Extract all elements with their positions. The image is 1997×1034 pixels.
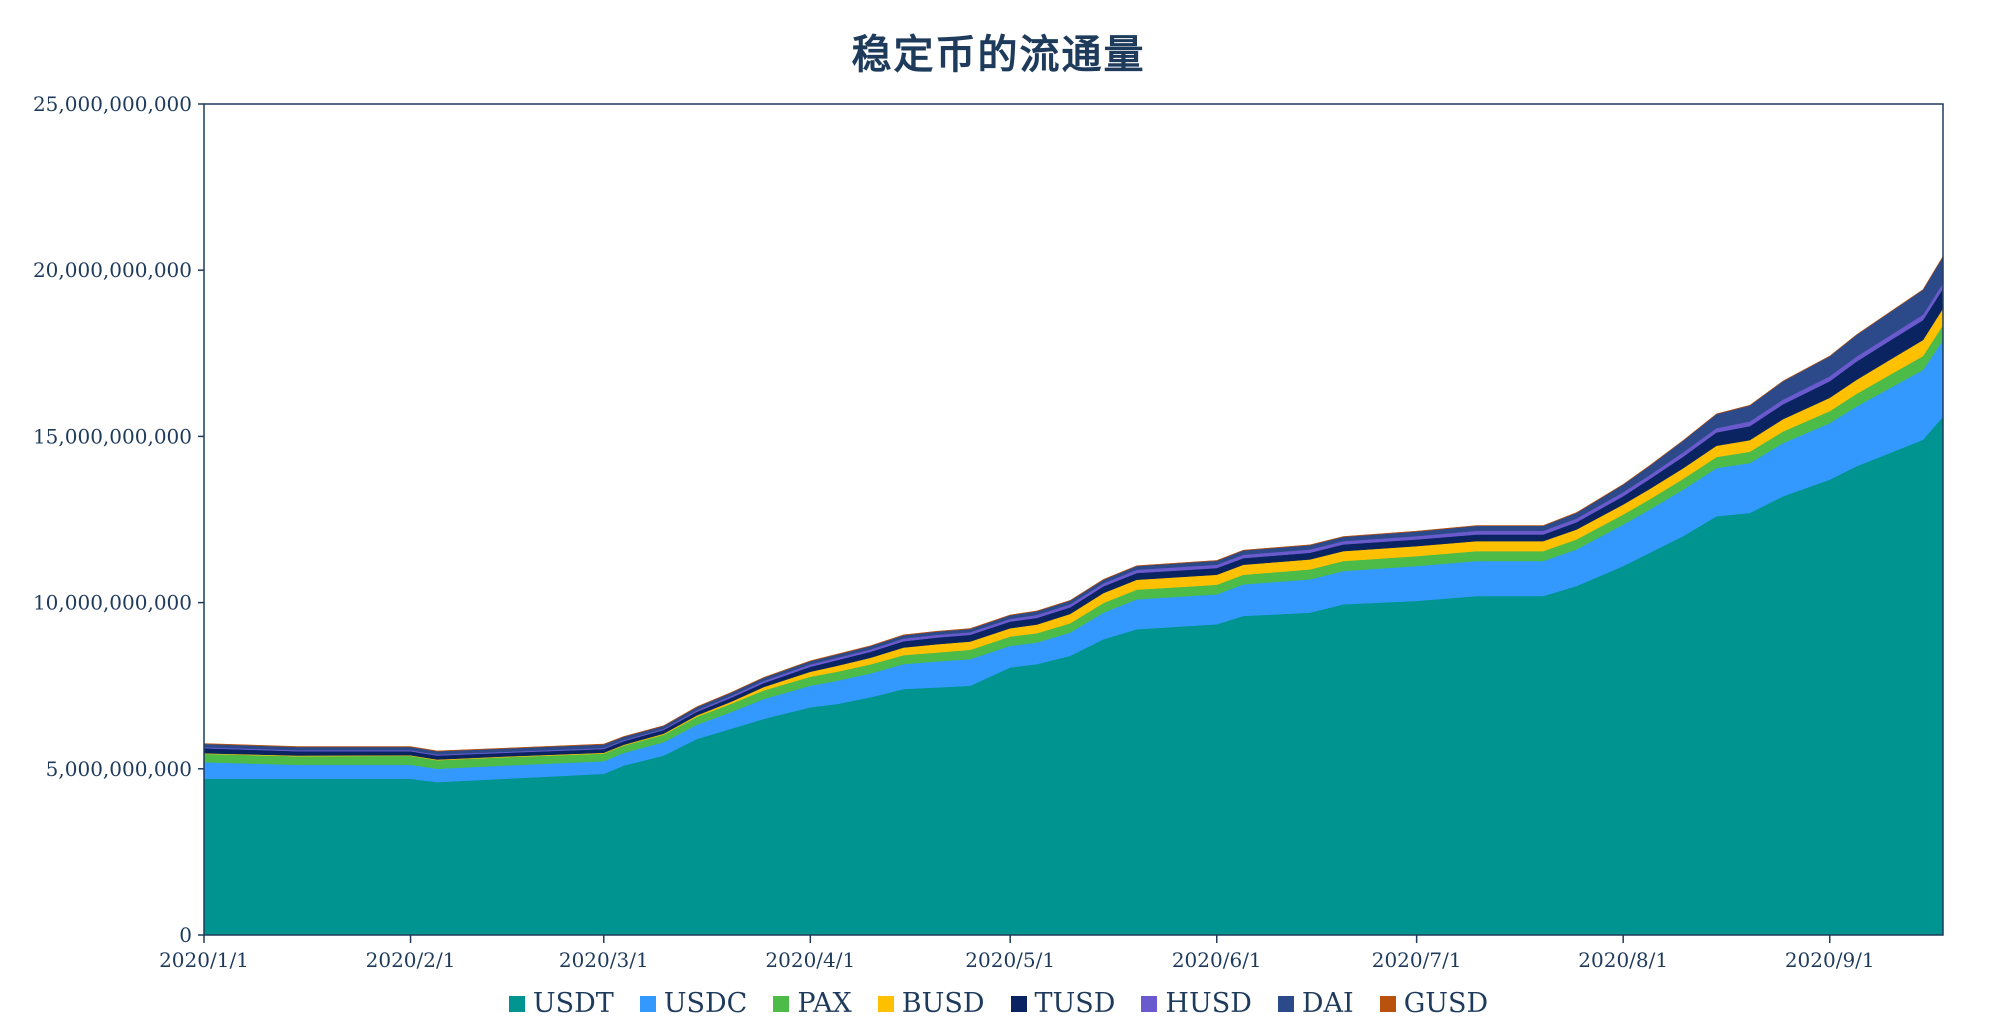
legend-swatch [1379,995,1396,1012]
y-tick-label: 20,000,000,000 [33,258,192,282]
legend-item-husd: HUSD [1141,988,1252,1019]
legend-item-tusd: TUSD [1010,988,1116,1019]
x-tick-label: 2020/6/1 [1172,948,1262,972]
legend-swatch [877,995,894,1012]
legend-swatch [508,995,525,1012]
legend-swatch [639,995,656,1012]
x-tick-label: 2020/1/1 [159,948,249,972]
legend-label: BUSD [901,988,985,1019]
x-tick-label: 2020/2/1 [366,948,456,972]
legend-swatch [1277,995,1294,1012]
legend-label: PAX [797,988,852,1019]
legend-item-dai: DAI [1277,988,1354,1019]
y-tick-label: 5,000,000,000 [46,757,192,781]
legend-label: GUSD [1403,988,1489,1019]
x-tick-label: 2020/8/1 [1578,948,1668,972]
y-tick-label: 25,000,000,000 [33,92,192,116]
legend-swatch [1141,995,1158,1012]
legend-label: USDT [532,988,614,1019]
legend-label: DAI [1301,988,1354,1019]
plot-frame [203,103,1944,936]
x-tick-label: 2020/4/1 [765,948,855,972]
x-tick-label: 2020/3/1 [559,948,649,972]
legend-label: TUSD [1034,988,1116,1019]
x-tick-label: 2020/5/1 [965,948,1055,972]
x-tick-label: 2020/7/1 [1372,948,1462,972]
legend-label: HUSD [1165,988,1252,1019]
legend-item-usdt: USDT [508,988,614,1019]
legend-swatch [1010,995,1027,1012]
y-tick-label: 15,000,000,000 [33,424,192,448]
legend-item-pax: PAX [773,988,852,1019]
chart-title: 稳定币的流通量 [851,31,1146,78]
legend-swatch [773,995,790,1012]
x-tick-label: 2020/9/1 [1785,948,1875,972]
y-tick-label: 10,000,000,000 [33,591,192,615]
legend-item-usdc: USDC [639,988,748,1019]
chart-legend: USDT USDC PAX BUSD TUSD HUSD DAI GUSD [0,988,1997,1019]
legend-item-gusd: GUSD [1379,988,1489,1019]
legend-item-busd: BUSD [877,988,985,1019]
legend-label: USDC [663,988,748,1019]
y-tick-label: 0 [179,923,192,947]
